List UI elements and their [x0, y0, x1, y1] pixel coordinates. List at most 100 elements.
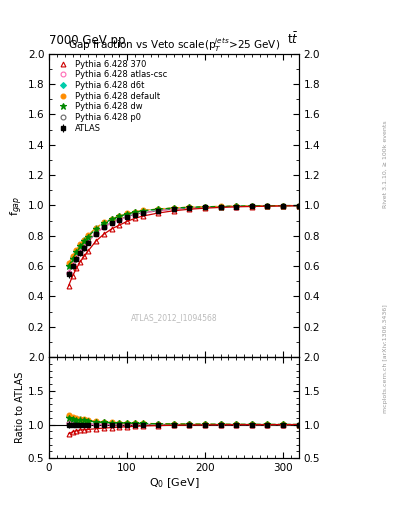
Pythia 6.428 p0	[82, 243, 86, 249]
Pythia 6.428 d6t	[281, 203, 285, 209]
Pythia 6.428 dw	[74, 249, 79, 255]
Pythia 6.428 370	[281, 203, 285, 209]
Pythia 6.428 d6t	[172, 205, 176, 211]
Pythia 6.428 dw	[132, 209, 137, 215]
Pythia 6.428 default	[140, 207, 145, 214]
Pythia 6.428 dw	[140, 208, 145, 214]
Pythia 6.428 370	[82, 253, 86, 259]
Pythia 6.428 370	[117, 222, 122, 228]
Pythia 6.428 p0	[172, 206, 176, 212]
Line: Pythia 6.428 d6t: Pythia 6.428 d6t	[66, 203, 301, 267]
Pythia 6.428 d6t	[250, 203, 254, 209]
Pythia 6.428 atlas-csc	[94, 230, 98, 237]
Pythia 6.428 p0	[203, 204, 208, 210]
Pythia 6.428 d6t	[234, 203, 239, 209]
Pythia 6.428 default	[66, 260, 71, 266]
Pythia 6.428 dw	[265, 203, 270, 209]
Pythia 6.428 default	[265, 203, 270, 209]
Pythia 6.428 p0	[187, 205, 192, 211]
Pythia 6.428 atlas-csc	[82, 243, 86, 249]
Pythia 6.428 atlas-csc	[117, 217, 122, 223]
Pythia 6.428 p0	[281, 203, 285, 209]
Pythia 6.428 370	[172, 208, 176, 214]
Pythia 6.428 dw	[117, 214, 122, 220]
Pythia 6.428 d6t	[219, 203, 223, 209]
Line: Pythia 6.428 p0: Pythia 6.428 p0	[66, 203, 301, 275]
Pythia 6.428 370	[78, 259, 83, 265]
Line: Pythia 6.428 atlas-csc: Pythia 6.428 atlas-csc	[66, 203, 301, 275]
Pythia 6.428 dw	[281, 203, 285, 209]
Pythia 6.428 default	[219, 203, 223, 209]
Pythia 6.428 370	[296, 203, 301, 209]
Pythia 6.428 default	[86, 232, 90, 238]
Pythia 6.428 default	[117, 212, 122, 219]
Pythia 6.428 atlas-csc	[78, 249, 83, 255]
Pythia 6.428 default	[234, 203, 239, 209]
Pythia 6.428 default	[296, 202, 301, 208]
Pythia 6.428 p0	[70, 262, 75, 268]
Pythia 6.428 atlas-csc	[281, 203, 285, 209]
Pythia 6.428 dw	[86, 233, 90, 240]
Pythia 6.428 default	[74, 247, 79, 253]
Pythia 6.428 370	[156, 210, 161, 216]
Pythia 6.428 p0	[86, 239, 90, 245]
Pythia 6.428 atlas-csc	[70, 262, 75, 268]
Pythia 6.428 p0	[219, 204, 223, 210]
Pythia 6.428 atlas-csc	[172, 206, 176, 212]
Pythia 6.428 atlas-csc	[66, 270, 71, 276]
Pythia 6.428 370	[132, 215, 137, 221]
Pythia 6.428 atlas-csc	[86, 239, 90, 245]
Pythia 6.428 d6t	[156, 206, 161, 212]
Pythia 6.428 370	[94, 238, 98, 244]
Pythia 6.428 default	[281, 203, 285, 209]
Pythia 6.428 p0	[94, 230, 98, 236]
Pythia 6.428 atlas-csc	[219, 204, 223, 210]
Line: Pythia 6.428 dw: Pythia 6.428 dw	[66, 202, 302, 269]
Pythia 6.428 370	[86, 248, 90, 254]
Pythia 6.428 d6t	[78, 242, 83, 248]
Text: ATLAS_2012_I1094568: ATLAS_2012_I1094568	[130, 313, 217, 322]
Pythia 6.428 d6t	[125, 211, 129, 217]
Pythia 6.428 dw	[156, 206, 161, 212]
Pythia 6.428 dw	[101, 220, 106, 226]
Pythia 6.428 atlas-csc	[101, 224, 106, 230]
Pythia 6.428 p0	[132, 211, 137, 217]
Pythia 6.428 p0	[74, 254, 79, 261]
Pythia 6.428 dw	[70, 255, 75, 262]
Pythia 6.428 d6t	[94, 225, 98, 231]
Pythia 6.428 370	[66, 283, 71, 289]
Pythia 6.428 370	[265, 203, 270, 209]
Pythia 6.428 d6t	[117, 213, 122, 219]
Pythia 6.428 atlas-csc	[74, 254, 79, 261]
Pythia 6.428 p0	[234, 203, 239, 209]
Pythia 6.428 atlas-csc	[234, 203, 239, 209]
Line: Pythia 6.428 default: Pythia 6.428 default	[66, 203, 301, 266]
Pythia 6.428 p0	[250, 203, 254, 209]
Text: Rivet 3.1.10, ≥ 100k events: Rivet 3.1.10, ≥ 100k events	[383, 120, 387, 208]
Pythia 6.428 dw	[109, 217, 114, 223]
Pythia 6.428 p0	[125, 214, 129, 220]
Pythia 6.428 d6t	[74, 248, 79, 254]
Pythia 6.428 atlas-csc	[296, 203, 301, 209]
Pythia 6.428 370	[74, 265, 79, 271]
Pythia 6.428 default	[82, 237, 86, 243]
Pythia 6.428 370	[219, 204, 223, 210]
Pythia 6.428 d6t	[82, 237, 86, 243]
Pythia 6.428 dw	[66, 263, 71, 269]
Pythia 6.428 370	[109, 226, 114, 232]
Pythia 6.428 p0	[117, 217, 122, 223]
Pythia 6.428 default	[132, 209, 137, 215]
Pythia 6.428 d6t	[132, 209, 137, 216]
Text: t$\bar{t}$: t$\bar{t}$	[287, 32, 299, 47]
Pythia 6.428 p0	[296, 203, 301, 209]
Pythia 6.428 370	[70, 273, 75, 279]
Pythia 6.428 p0	[78, 248, 83, 254]
Pythia 6.428 d6t	[296, 202, 301, 208]
Pythia 6.428 370	[140, 213, 145, 219]
Pythia 6.428 default	[125, 210, 129, 217]
Pythia 6.428 dw	[82, 238, 86, 244]
Pythia 6.428 atlas-csc	[203, 204, 208, 210]
Pythia 6.428 atlas-csc	[156, 208, 161, 214]
Pythia 6.428 atlas-csc	[187, 205, 192, 211]
Pythia 6.428 default	[172, 205, 176, 211]
